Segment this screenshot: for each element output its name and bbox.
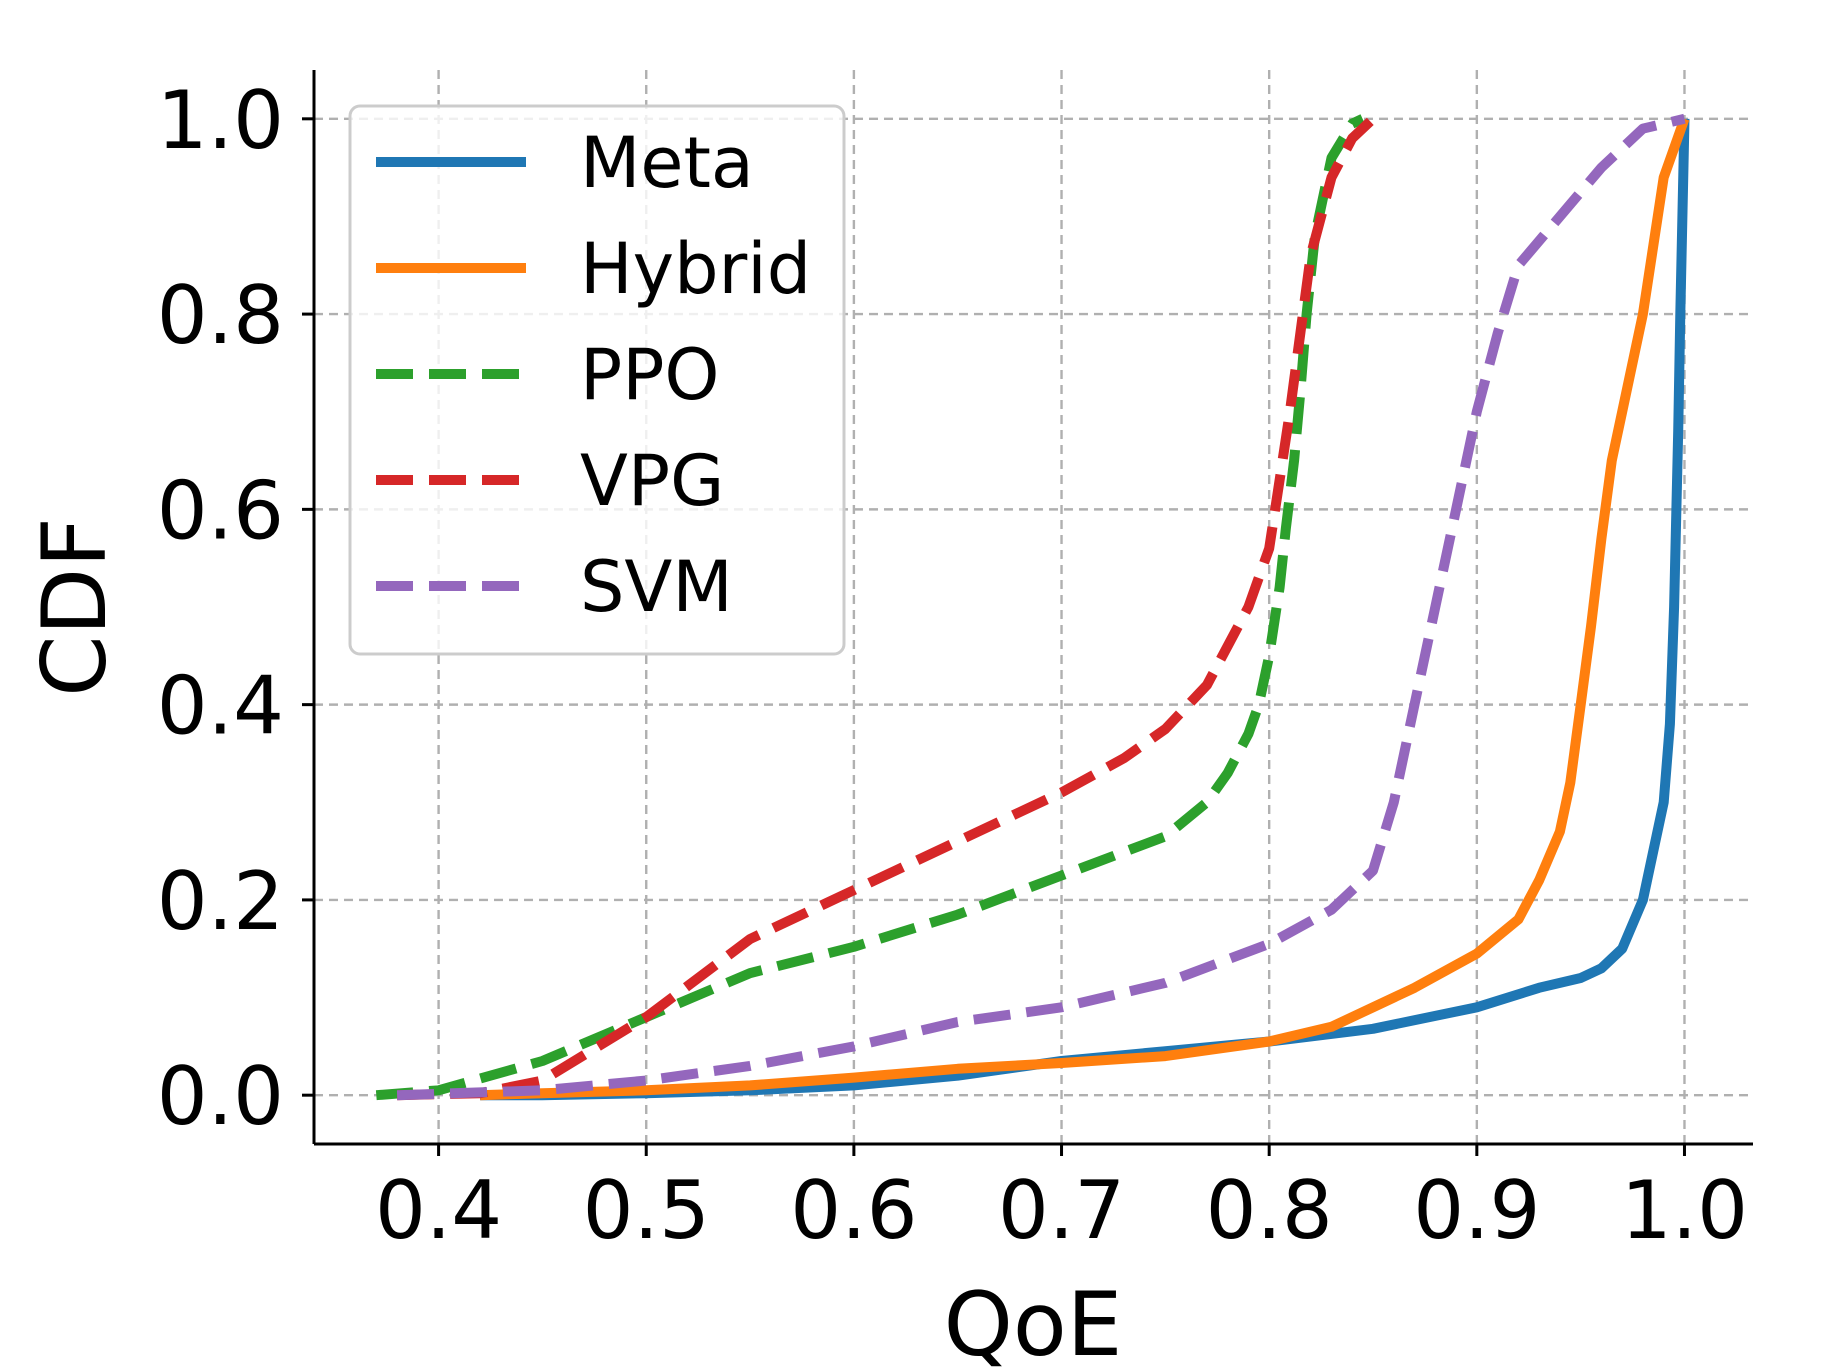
legend-label-ppo: PPO (580, 334, 720, 416)
axes (302, 70, 1753, 1156)
legend-items: Meta Hybrid PPO VPG SVM (376, 122, 811, 628)
series-lines (375, 113, 1690, 1101)
x-tick-label: 0.5 (583, 1164, 710, 1257)
legend: Meta Hybrid PPO VPG SVM (348, 104, 846, 656)
x-tick-label: 0.8 (1206, 1164, 1333, 1257)
x-tick-label: 1.0 (1621, 1164, 1748, 1257)
y-tick-label: 1.0 (157, 74, 284, 167)
series-line-svm (396, 113, 1686, 1101)
series-line-vpg (396, 115, 1377, 1101)
legend-frame (348, 104, 846, 656)
y-tick-label: 0.8 (157, 269, 284, 362)
x-tick-label: 0.7 (998, 1164, 1125, 1257)
series-line-hybrid (479, 117, 1690, 1101)
x-tick-label: 0.4 (375, 1164, 502, 1257)
series-line-ppo (375, 114, 1365, 1101)
series-line-meta (480, 118, 1690, 1101)
x-axis-label: QoE (944, 1273, 1123, 1370)
legend-label-hybrid: Hybrid (580, 228, 811, 310)
y-axis-label: CDF (23, 517, 126, 697)
x-tick-label: 0.6 (790, 1164, 917, 1257)
y-tick-label: 0.0 (157, 1050, 284, 1143)
y-tick-label: 0.6 (157, 464, 284, 557)
y-tick-label: 0.2 (157, 855, 284, 948)
legend-label-meta: Meta (580, 122, 754, 204)
legend-label-vpg: VPG (580, 440, 724, 522)
x-tick-labels: 0.4 0.5 0.6 0.7 0.8 0.9 1.0 (375, 1164, 1748, 1257)
y-tick-labels: 0.0 0.2 0.4 0.6 0.8 1.0 (157, 74, 284, 1143)
legend-label-svm: SVM (580, 546, 733, 628)
x-tick-label: 0.9 (1413, 1164, 1540, 1257)
y-tick-label: 0.4 (157, 660, 284, 753)
